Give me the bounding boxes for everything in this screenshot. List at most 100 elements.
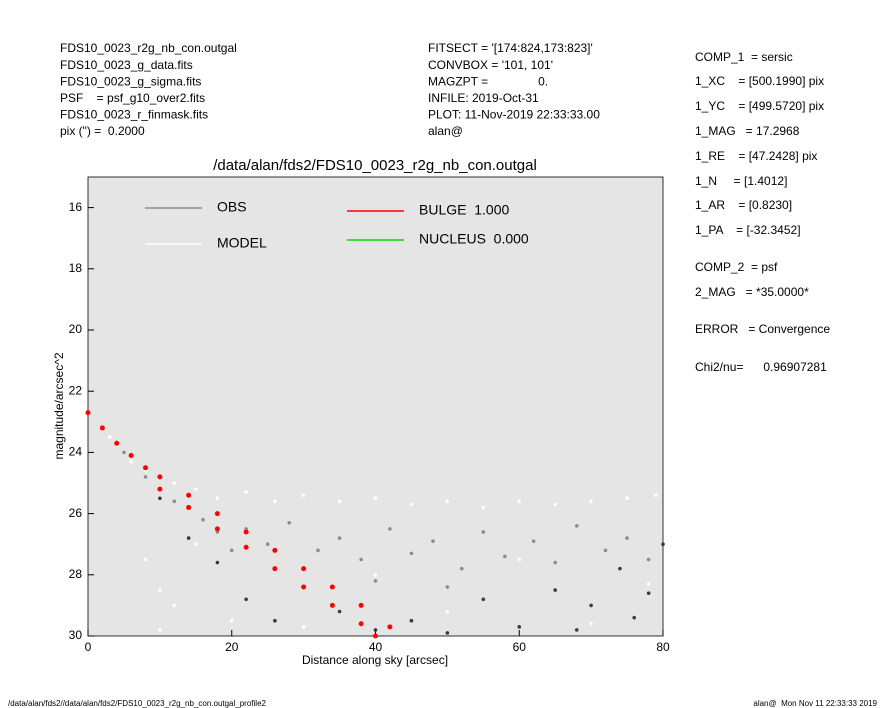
plot-area xyxy=(87,176,664,637)
data-point xyxy=(517,499,522,504)
data-point xyxy=(373,573,378,577)
data-point xyxy=(553,588,557,592)
data-point xyxy=(172,499,177,504)
data-point xyxy=(373,633,378,639)
legend-label: NUCLEUS 0.000 xyxy=(419,231,529,247)
header-left-line: FDS10_0023_r2g_nb_con.outgal xyxy=(60,41,237,55)
header-left-line: FDS10_0023_g_data.fits xyxy=(60,58,193,72)
data-point xyxy=(481,530,486,534)
data-point xyxy=(632,615,637,620)
data-point xyxy=(272,566,278,572)
data-point xyxy=(128,452,134,458)
data-point xyxy=(388,527,392,531)
fit-parameter: COMP_2 = psf xyxy=(695,260,778,274)
header-left-line: FDS10_0023_g_sigma.fits xyxy=(60,74,201,88)
data-point xyxy=(229,618,234,623)
data-point xyxy=(373,628,378,632)
data-point xyxy=(646,591,651,595)
fit-parameter: 1_YC = [499.5720] pix xyxy=(695,99,824,113)
data-point xyxy=(329,584,335,590)
data-point xyxy=(531,539,536,543)
data-point xyxy=(517,625,522,629)
header-left-line: PSF = psf_g10_over2.fits xyxy=(60,91,205,105)
data-point xyxy=(243,529,249,535)
data-point xyxy=(358,621,364,627)
legend-label: OBS xyxy=(217,199,247,215)
data-point xyxy=(409,551,414,556)
header-middle-line: CONVBOX = '101, 101' xyxy=(428,58,553,72)
footer-left: /data/alan/fds2//data/alan/fds2/FDS10_00… xyxy=(8,699,267,708)
data-point xyxy=(186,536,191,540)
data-point xyxy=(143,465,148,471)
y-tick-label: 24 xyxy=(69,445,83,459)
data-point xyxy=(646,582,651,586)
data-point xyxy=(186,492,192,498)
header-left-line: FDS10_0023_r_finmask.fits xyxy=(60,108,208,122)
y-tick-label: 30 xyxy=(69,628,83,642)
data-point xyxy=(373,496,378,501)
data-point xyxy=(603,548,608,553)
data-point xyxy=(301,625,306,629)
x-tick-label: 60 xyxy=(513,640,527,654)
data-point xyxy=(243,544,249,550)
data-point xyxy=(143,557,148,562)
data-point xyxy=(194,542,198,546)
data-point xyxy=(158,496,162,501)
data-point xyxy=(481,505,486,510)
data-point xyxy=(215,560,220,565)
data-point xyxy=(143,475,148,479)
data-point xyxy=(244,490,248,494)
data-point xyxy=(373,579,378,583)
y-tick-label: 18 xyxy=(69,261,83,275)
data-point xyxy=(618,566,622,571)
data-point xyxy=(358,602,364,608)
data-point xyxy=(359,557,363,562)
data-point xyxy=(517,557,522,562)
data-point xyxy=(503,554,507,559)
x-axis-label: Distance along sky [arcsec] xyxy=(302,653,448,667)
data-point xyxy=(445,585,450,589)
data-point xyxy=(329,602,335,608)
data-point xyxy=(661,542,665,546)
data-point xyxy=(273,499,277,504)
fit-parameter: COMP_1 = sersic xyxy=(695,50,793,64)
fit-parameter: 1_AR = [0.8230] xyxy=(695,198,792,212)
data-point xyxy=(589,499,593,504)
data-point xyxy=(574,524,579,528)
data-point xyxy=(445,499,450,504)
header-left-line: pix (") = 0.2000 xyxy=(60,124,145,138)
data-point xyxy=(99,425,105,431)
data-point xyxy=(229,548,234,553)
data-point xyxy=(201,517,205,522)
data-point xyxy=(553,502,557,507)
data-point xyxy=(625,496,629,501)
data-point xyxy=(431,539,435,543)
fit-parameter: 1_RE = [47.2428] pix xyxy=(695,149,817,163)
data-point xyxy=(301,566,307,572)
data-point xyxy=(316,548,320,553)
data-point xyxy=(654,493,658,498)
data-point xyxy=(337,499,342,504)
fit-parameter: ERROR = Convergence xyxy=(695,322,830,336)
x-tick-label: 0 xyxy=(85,640,92,654)
data-point xyxy=(186,504,192,510)
data-point xyxy=(445,609,450,614)
data-point xyxy=(244,597,248,602)
legend-label: MODEL xyxy=(217,235,267,251)
data-point xyxy=(194,487,198,491)
data-point xyxy=(214,511,220,517)
data-point xyxy=(409,618,414,623)
data-point xyxy=(337,609,342,614)
fit-parameter: 1_XC = [500.1990] pix xyxy=(695,74,824,88)
header-middle-line: PLOT: 11-Nov-2019 22:33:33.00 xyxy=(428,108,600,122)
data-point xyxy=(481,597,486,602)
y-tick-label: 20 xyxy=(69,322,83,336)
data-point xyxy=(589,621,593,626)
fit-parameter: 1_MAG = 17.2968 xyxy=(695,124,800,138)
data-point xyxy=(158,588,162,592)
x-tick-label: 40 xyxy=(369,640,383,654)
data-point xyxy=(157,474,163,480)
fit-parameter: 1_PA = [-32.3452] xyxy=(695,223,801,237)
data-point xyxy=(114,440,120,446)
